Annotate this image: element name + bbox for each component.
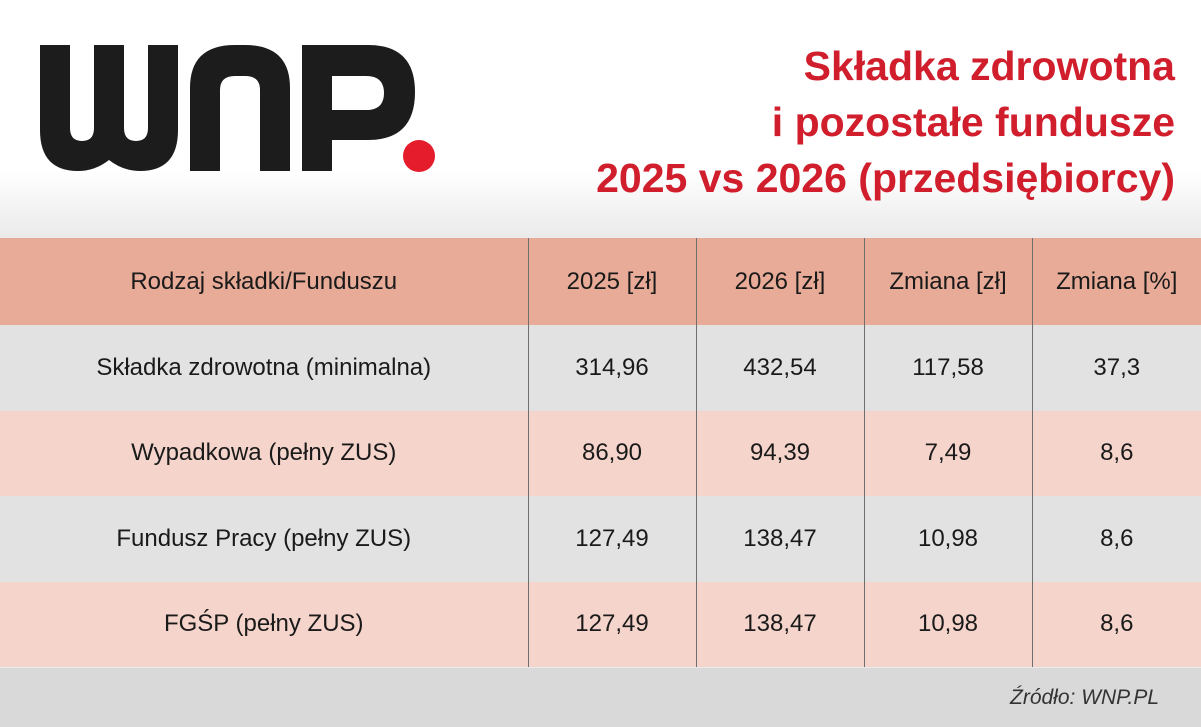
table-row: FGŚP (pełny ZUS) 127,49 138,47 10,98 8,6 — [0, 581, 1201, 667]
table-row: Fundusz Pracy (pełny ZUS) 127,49 138,47 … — [0, 496, 1201, 582]
logo-letter-n — [190, 45, 290, 171]
table-row: Składka zdrowotna (minimalna) 314,96 432… — [0, 325, 1201, 411]
cell-change-pct: 8,6 — [1031, 410, 1201, 496]
cell-2025: 127,49 — [527, 496, 696, 582]
cell-type: Wypadkowa (pełny ZUS) — [131, 439, 397, 467]
column-header-2026: 2026 [zł] — [695, 238, 864, 325]
cell-2026: 138,47 — [695, 581, 864, 667]
cell-change-pct: 8,6 — [1031, 581, 1201, 667]
table-row: Wypadkowa (pełny ZUS) 86,90 94,39 7,49 8… — [0, 410, 1201, 496]
cell-change-pln: 10,98 — [863, 581, 1032, 667]
cell-2026: 138,47 — [695, 496, 864, 582]
cell-2026: 432,54 — [695, 325, 864, 411]
title-line-1: Składka zdrowotna — [803, 43, 1175, 89]
title-line-2: i pozostałe fundusze — [771, 99, 1175, 145]
title-line-3: 2025 vs 2026 (przedsiębiorcy) — [596, 155, 1175, 201]
logo-letter-p — [302, 45, 415, 171]
column-header-change-pct: Zmiana [%] — [1031, 238, 1201, 325]
cell-type: Składka zdrowotna (minimalna) — [96, 353, 432, 381]
footer: Źródło: WNP.PL — [0, 668, 1201, 727]
cell-2025: 86,90 — [527, 410, 696, 496]
cell-2025: 314,96 — [527, 325, 696, 411]
column-header-2025: 2025 [zł] — [527, 238, 696, 325]
cell-change-pct: 37,3 — [1031, 325, 1201, 411]
header: Składka zdrowotna i pozostałe fundusze 2… — [0, 0, 1201, 238]
cell-type: FGŚP (pełny ZUS) — [163, 610, 364, 638]
cell-change-pct: 8,6 — [1031, 496, 1201, 582]
logo-letter-w — [40, 45, 178, 171]
cell-change-pln: 7,49 — [863, 410, 1032, 496]
cell-change-pln: 10,98 — [863, 496, 1032, 582]
column-header-type: Rodzaj składki/Funduszu — [130, 267, 398, 295]
logo-dot-icon — [403, 140, 435, 172]
contributions-table-wrapper: Rodzaj składki/Funduszu 2025 [zł] 2026 [… — [0, 238, 1201, 667]
wnp-logo — [40, 45, 435, 172]
table-header-row: Rodzaj składki/Funduszu 2025 [zł] 2026 [… — [0, 238, 1201, 325]
page-title: Składka zdrowotna i pozostałe fundusze 2… — [535, 38, 1175, 206]
contributions-table: Rodzaj składki/Funduszu 2025 [zł] 2026 [… — [0, 238, 1201, 667]
cell-2025: 127,49 — [527, 581, 696, 667]
source-label: Źródło: WNP.PL — [1010, 686, 1159, 709]
column-header-change-pln: Zmiana [zł] — [863, 238, 1032, 325]
cell-2026: 94,39 — [695, 410, 864, 496]
cell-change-pln: 117,58 — [863, 325, 1032, 411]
cell-type: Fundusz Pracy (pełny ZUS) — [116, 524, 412, 552]
